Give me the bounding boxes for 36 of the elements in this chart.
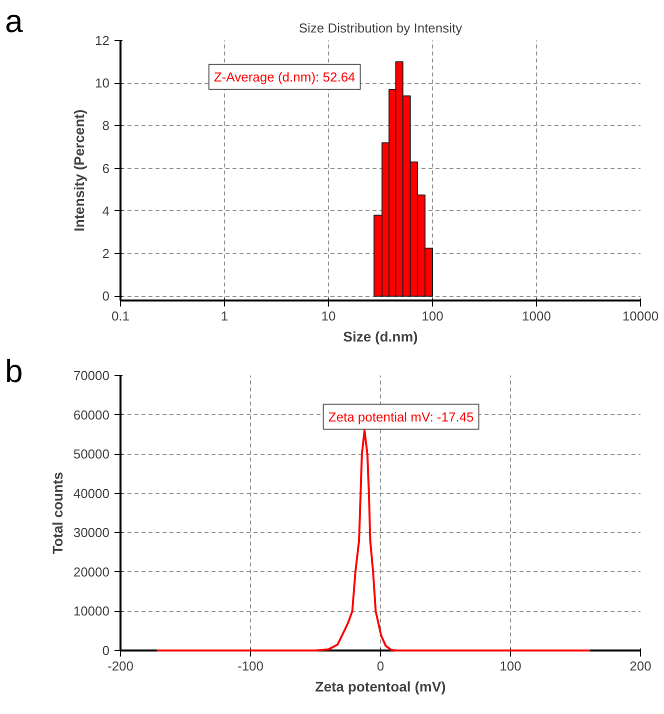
x-tick-label: 100	[500, 658, 522, 674]
x-axis-title: Zeta potentoal (mV)	[315, 678, 446, 694]
y-tick-label: 4	[102, 203, 110, 218]
y-axis-title: Intensity (Percent)	[71, 109, 88, 232]
annotation: Zeta potential mV: -17.45	[328, 409, 474, 424]
x-tick-label: 10000	[622, 308, 659, 324]
y-tick-label: 20000	[73, 564, 110, 580]
line-series	[156, 430, 591, 652]
x-tick-label: -100	[237, 658, 264, 674]
y-tick-label: 10	[95, 76, 110, 91]
y-tick-label: 10000	[73, 604, 110, 619]
x-tick-label: 0	[376, 658, 384, 674]
y-tick-label: 40000	[73, 486, 110, 501]
annotation: Z-Average (d.nm): 52.64	[214, 69, 356, 84]
y-tick-label: 30000	[73, 525, 110, 540]
x-tick-label: 10	[321, 308, 336, 324]
y-tick-label: 12	[95, 33, 110, 48]
x-axis-title: Size (d.nm)	[343, 328, 418, 344]
x-tick-label: 100	[422, 308, 444, 324]
y-tick-label: 60000	[73, 407, 110, 422]
y-tick-label: 2	[102, 246, 110, 262]
x-tick-label: -200	[107, 658, 134, 674]
y-tick-label: 6	[102, 160, 110, 176]
chart-title: Size Distribution by Intensity	[298, 20, 463, 36]
y-tick-label: 0	[102, 288, 110, 304]
y-tick-label: 8	[102, 118, 110, 134]
x-tick-label: 1	[220, 308, 228, 324]
y-tick-label: 0	[102, 643, 110, 658]
x-tick-label: 1000	[522, 308, 551, 324]
text: b	[5, 353, 23, 389]
y-axis-title: Total counts	[49, 472, 66, 554]
x-tick-label: 200	[630, 658, 652, 674]
y-tick-label: 70000	[73, 368, 110, 383]
x-tick-label: 0.1	[111, 308, 130, 324]
y-tick-label: 50000	[73, 446, 110, 462]
text: a	[5, 3, 23, 39]
